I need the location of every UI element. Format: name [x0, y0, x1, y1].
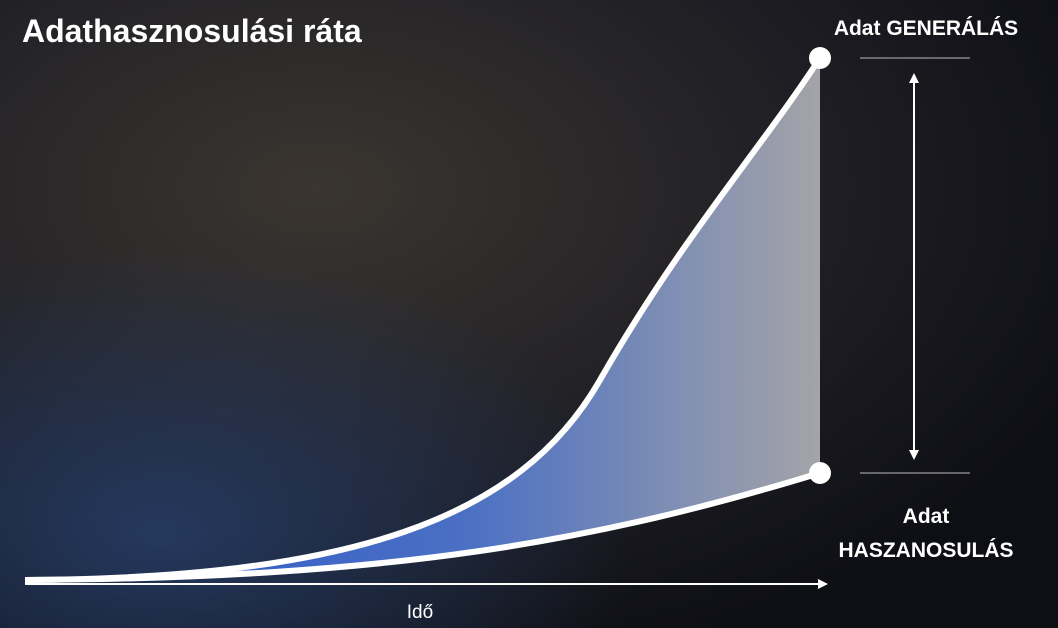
utilization-label: Adat	[903, 505, 950, 528]
utilization-curve	[24, 470, 821, 583]
generation-label: Adat GENERÁLÁS	[834, 17, 1018, 40]
utilization-point	[809, 462, 831, 484]
title: Adathasznosulási ráta	[22, 13, 362, 49]
x-axis-label: Idő	[407, 602, 433, 623]
generation-point	[809, 47, 831, 69]
generation-curve	[24, 56, 823, 583]
gap-area	[25, 58, 820, 580]
utilization-label: HASZANOSULÁS	[838, 539, 1013, 562]
